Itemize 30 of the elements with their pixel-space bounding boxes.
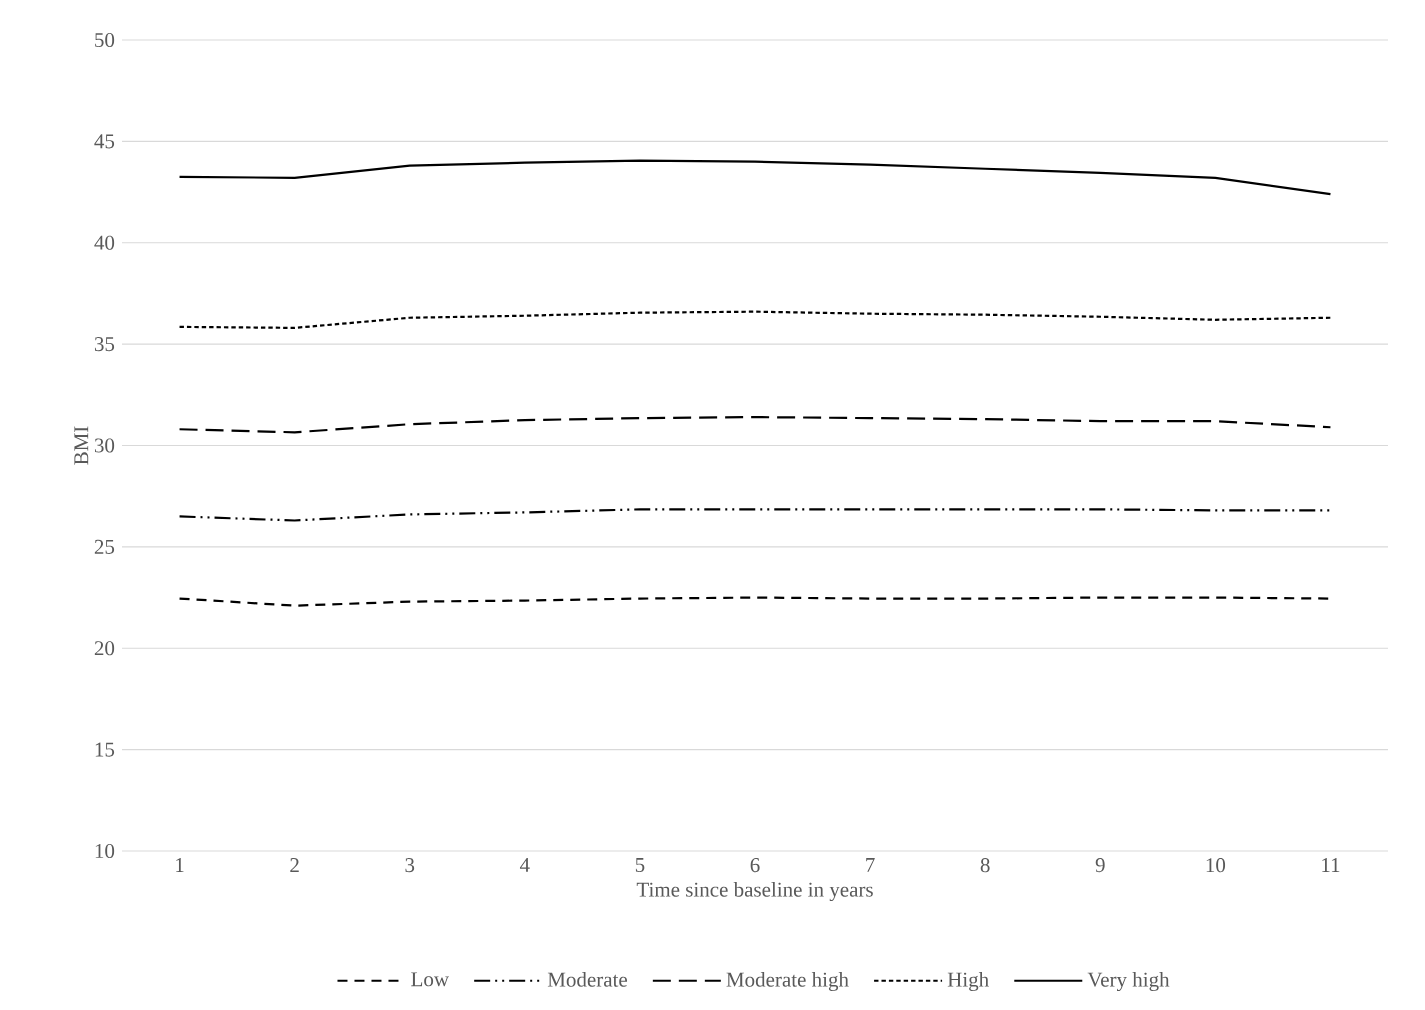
x-tick-label: 1 <box>176 858 184 872</box>
y-tick-label: 10 <box>95 843 115 859</box>
x-tick-label: 10 <box>1206 858 1226 873</box>
line-series <box>178 310 1332 329</box>
y-tick-label: 30 <box>94 438 115 453</box>
x-tick-label: 7 <box>866 858 875 872</box>
legend-label: Moderate <box>547 971 628 987</box>
y-tick-label: 25 <box>94 539 115 554</box>
x-tick-label: 6 <box>750 858 760 873</box>
line-series <box>178 159 1332 196</box>
x-tick-label: 3 <box>405 858 415 873</box>
y-tick-label: 20 <box>94 641 115 656</box>
y-tick-label: 45 <box>94 134 115 149</box>
line-series <box>178 416 1332 434</box>
legend-label: Low <box>411 972 449 987</box>
x-tick-label: 4 <box>519 858 530 872</box>
legend-label: High <box>947 971 989 992</box>
y-tick-label: 35 <box>94 337 115 352</box>
x-axis-title: Time since baseline in years <box>636 881 873 902</box>
y-tick-label: 40 <box>94 235 115 250</box>
legend-label: Moderate high <box>726 971 849 992</box>
legend-label: Very high <box>1087 971 1170 992</box>
x-tick-label: 5 <box>635 858 645 873</box>
x-tick-label: 8 <box>980 858 990 873</box>
x-tick-label: 9 <box>1095 858 1105 873</box>
y-axis-title: BMI <box>74 426 89 465</box>
y-tick-label: 50 <box>95 32 115 48</box>
x-tick-label: 11 <box>1322 858 1340 872</box>
y-tick-label: 15 <box>95 742 115 757</box>
x-tick-label: 2 <box>290 858 299 872</box>
